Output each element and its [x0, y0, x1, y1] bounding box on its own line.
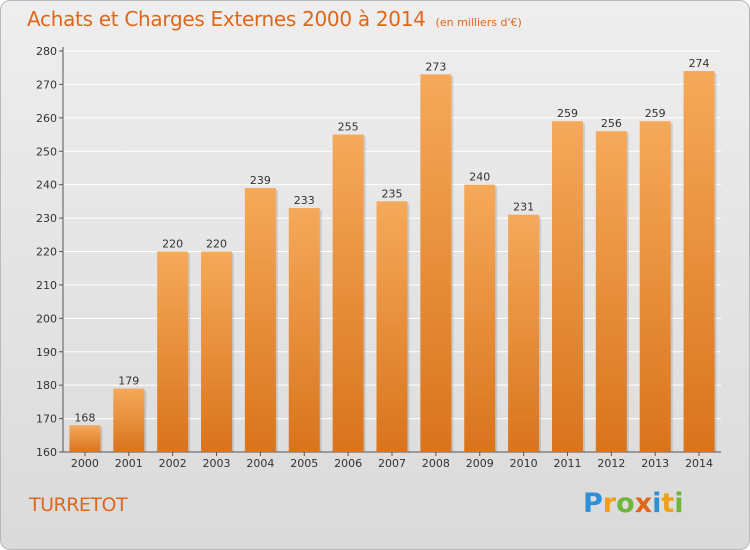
- y-tick-label: 160: [36, 446, 57, 459]
- bar: [113, 388, 145, 452]
- bar: [639, 121, 671, 453]
- chart-title-text: Achats et Charges Externes 2000 à 2014: [27, 7, 426, 31]
- logo-letter: t: [661, 488, 675, 519]
- bar: [332, 134, 364, 452]
- unit-note: (en milliers d'€): [435, 16, 522, 29]
- proxiti-logo: Proxiti: [583, 488, 684, 519]
- y-tick-label: 260: [36, 112, 57, 125]
- x-tick-label: 2007: [378, 457, 406, 470]
- data-label: 220: [162, 238, 183, 251]
- data-label: 220: [206, 238, 227, 251]
- x-tick-label: 2013: [641, 457, 669, 470]
- bar: [201, 251, 233, 452]
- bar: [376, 201, 408, 452]
- logo-letter: i: [652, 488, 662, 519]
- bar: [288, 208, 320, 452]
- logo-letter: P: [583, 488, 603, 519]
- data-label: 168: [74, 411, 95, 424]
- x-tick-label: 2014: [685, 457, 713, 470]
- y-tick-label: 280: [36, 45, 57, 58]
- bar: [157, 251, 189, 452]
- logo-letter: i: [674, 488, 684, 519]
- logo-letter: r: [602, 488, 617, 519]
- x-tick-label: 2002: [159, 457, 187, 470]
- x-tick-label: 2010: [510, 457, 538, 470]
- y-tick-label: 210: [36, 279, 57, 292]
- y-tick-label: 220: [36, 246, 57, 259]
- data-label: 259: [645, 107, 666, 120]
- y-tick-label: 250: [36, 145, 57, 158]
- bar: [244, 188, 276, 452]
- data-label: 255: [338, 121, 359, 134]
- data-label: 259: [557, 107, 578, 120]
- y-tick-label: 270: [36, 78, 57, 91]
- chart-title: Achats et Charges Externes 2000 à 2014 (e…: [27, 7, 522, 31]
- bar: [508, 214, 540, 452]
- data-label: 231: [513, 201, 534, 214]
- bar: [551, 121, 583, 453]
- x-tick-label: 2000: [71, 457, 99, 470]
- x-tick-label: 2009: [466, 457, 494, 470]
- x-tick-label: 2005: [290, 457, 318, 470]
- data-label: 273: [425, 60, 446, 73]
- logo-letter: x: [634, 488, 653, 519]
- x-tick-label: 2006: [334, 457, 362, 470]
- data-label: 274: [689, 57, 710, 70]
- data-label: 233: [294, 194, 315, 207]
- bar: [595, 131, 627, 452]
- bar: [420, 74, 452, 453]
- data-label: 239: [250, 174, 271, 187]
- bar: [69, 425, 101, 452]
- y-tick-label: 170: [36, 413, 57, 426]
- y-tick-label: 180: [36, 379, 57, 392]
- y-tick-label: 230: [36, 212, 57, 225]
- y-tick-label: 200: [36, 312, 57, 325]
- data-label: 179: [118, 375, 139, 388]
- commune-name: TURRETOT: [29, 494, 128, 516]
- x-tick-label: 2001: [115, 457, 143, 470]
- y-tick-label: 240: [36, 179, 57, 192]
- bar: [464, 184, 496, 452]
- x-tick-label: 2008: [422, 457, 450, 470]
- logo-letter: o: [616, 488, 635, 519]
- data-label: 235: [382, 187, 403, 200]
- bar: [683, 71, 715, 453]
- x-tick-label: 2004: [246, 457, 274, 470]
- x-tick-label: 2003: [203, 457, 231, 470]
- data-label: 240: [469, 171, 490, 184]
- y-tick-label: 190: [36, 346, 57, 359]
- data-label: 256: [601, 117, 622, 130]
- x-tick-label: 2012: [597, 457, 625, 470]
- x-tick-label: 2011: [553, 457, 581, 470]
